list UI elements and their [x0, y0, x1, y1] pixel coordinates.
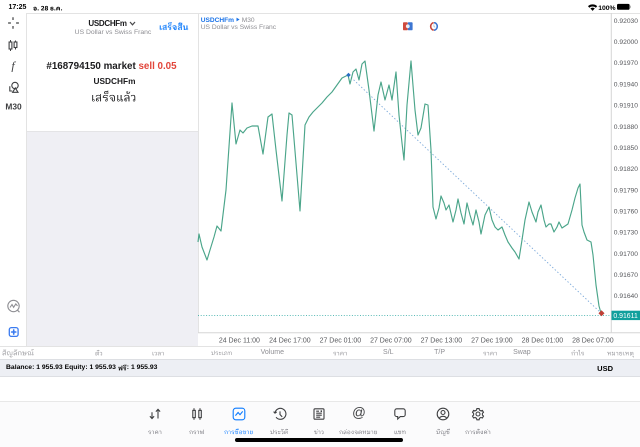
svg-text:0.91700: 0.91700 — [614, 251, 638, 258]
svg-text:27 Dec 01:00: 27 Dec 01:00 — [320, 338, 362, 345]
svg-text:0.91730: 0.91730 — [614, 230, 638, 237]
svg-text:0.92030: 0.92030 — [614, 18, 638, 25]
svg-text:27 Dec 19:00: 27 Dec 19:00 — [471, 338, 513, 345]
svg-text:24 Dec 11:00: 24 Dec 11:00 — [219, 338, 260, 345]
svg-text:27 Dec 13:00: 27 Dec 13:00 — [421, 338, 463, 345]
svg-text:0.91880: 0.91880 — [614, 124, 638, 131]
svg-text:0.91820: 0.91820 — [614, 166, 638, 173]
svg-text:f: f — [11, 59, 16, 73]
svg-text:0.91940: 0.91940 — [614, 81, 638, 88]
svg-text:0.91760: 0.91760 — [614, 208, 638, 215]
svg-text:0.91910: 0.91910 — [614, 103, 638, 110]
svg-text:28 Dec 01:00: 28 Dec 01:00 — [522, 338, 564, 345]
svg-text:0.92000: 0.92000 — [614, 39, 638, 46]
svg-text:0.91970: 0.91970 — [614, 60, 638, 67]
svg-text:28 Dec 07:00: 28 Dec 07:00 — [572, 338, 614, 345]
svg-text:0.91790: 0.91790 — [614, 187, 638, 194]
svg-text:0.91640: 0.91640 — [614, 293, 638, 300]
svg-text:100%: 100% — [598, 5, 615, 12]
svg-text:24 Dec 17:00: 24 Dec 17:00 — [269, 338, 311, 345]
svg-text:27 Dec 07:00: 27 Dec 07:00 — [370, 338, 412, 345]
svg-text:0.91850: 0.91850 — [614, 145, 638, 152]
svg-text:M30: M30 — [5, 101, 22, 111]
svg-text:0.91670: 0.91670 — [614, 272, 638, 279]
svg-text:0.91611: 0.91611 — [613, 313, 638, 320]
